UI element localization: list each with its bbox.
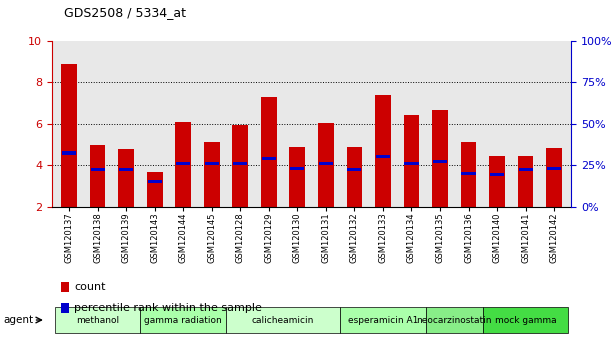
Bar — [290, 147, 305, 207]
Bar — [61, 64, 77, 207]
Bar — [119, 149, 134, 207]
Bar — [461, 172, 475, 175]
Bar — [376, 155, 390, 158]
Text: GDS2508 / 5334_at: GDS2508 / 5334_at — [64, 6, 186, 19]
Bar — [176, 162, 190, 165]
Bar — [175, 122, 191, 207]
Bar — [148, 179, 162, 183]
Bar — [233, 162, 247, 165]
Bar — [204, 142, 219, 207]
Text: count: count — [74, 282, 106, 292]
Text: neocarzinostatin: neocarzinostatin — [417, 315, 492, 325]
Bar — [347, 168, 362, 171]
Text: percentile rank within the sample: percentile rank within the sample — [74, 303, 262, 313]
Text: esperamicin A1: esperamicin A1 — [348, 315, 418, 325]
Bar — [119, 168, 133, 171]
Bar — [518, 156, 533, 207]
Bar — [546, 148, 562, 207]
Bar — [404, 162, 419, 165]
Text: calicheamicin: calicheamicin — [252, 315, 314, 325]
Text: agent: agent — [3, 315, 33, 325]
Bar — [262, 157, 276, 160]
Bar — [519, 168, 533, 171]
Text: gamma radiation: gamma radiation — [144, 315, 222, 325]
Text: mock gamma: mock gamma — [495, 315, 557, 325]
Bar — [147, 172, 163, 207]
Bar — [433, 160, 447, 163]
Bar — [432, 110, 448, 207]
Bar — [232, 125, 248, 207]
Bar — [318, 123, 334, 207]
Bar — [319, 162, 333, 165]
Text: methanol: methanol — [76, 315, 119, 325]
Bar — [346, 147, 362, 207]
Bar — [62, 152, 76, 155]
Bar — [290, 167, 304, 170]
Bar — [490, 173, 504, 176]
Bar — [489, 156, 505, 207]
Bar — [205, 162, 219, 165]
Bar — [90, 168, 104, 171]
Bar — [261, 97, 277, 207]
Bar — [375, 95, 391, 207]
Bar — [461, 142, 477, 207]
Bar — [90, 145, 106, 207]
Bar — [547, 167, 562, 170]
Bar — [404, 115, 419, 207]
